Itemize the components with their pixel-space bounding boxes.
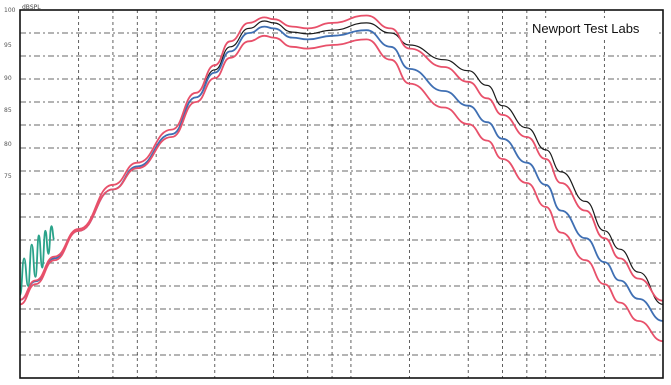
- watermark-text: Newport Test Labs: [532, 21, 640, 36]
- y-tick-label: 85: [4, 107, 12, 114]
- y-tick-label: 80: [4, 141, 12, 148]
- y-axis-label: dBSPL: [22, 4, 41, 11]
- series-line-red: [19, 14, 664, 302]
- y-tick-labels: 100 95 90 85 80 75: [4, 7, 16, 180]
- series-line-red: [19, 34, 664, 343]
- y-tick-label: 95: [4, 42, 12, 49]
- data-lines: [19, 14, 664, 343]
- series-line-green: [19, 225, 56, 297]
- y-tick-label: 75: [4, 173, 12, 180]
- y-tick-label: 90: [4, 75, 12, 82]
- watermark-background: [528, 18, 658, 38]
- series-line-blue: [19, 25, 664, 322]
- plot-frame: [19, 9, 664, 379]
- y-tick-label: 100: [4, 7, 16, 14]
